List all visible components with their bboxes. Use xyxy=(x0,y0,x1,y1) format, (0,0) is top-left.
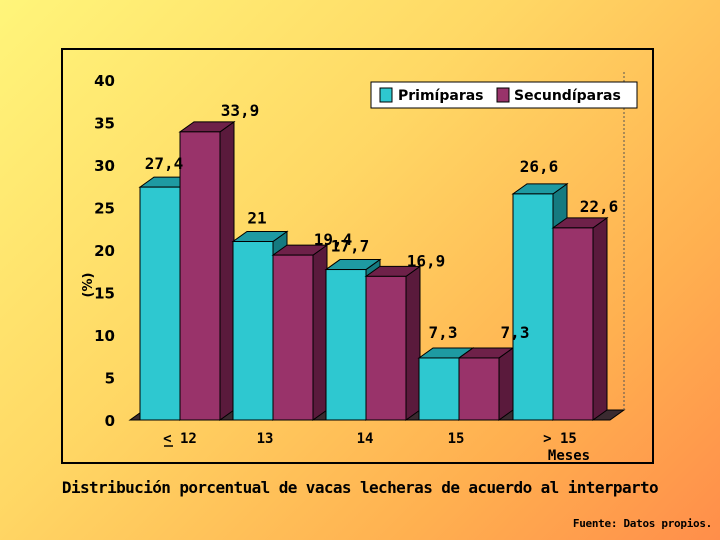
bar-secundiparas xyxy=(178,120,236,421)
y-axis-title: (%) xyxy=(81,273,96,298)
legend-swatch-secundiparas xyxy=(496,87,510,103)
x-category-label: > 15 xyxy=(543,431,577,447)
source-note: Fuente: Datos propios. xyxy=(572,517,712,530)
y-tick-label: 35 xyxy=(94,115,115,133)
bar-front-face xyxy=(272,254,314,421)
y-tick-label: 10 xyxy=(94,327,115,345)
bar-secundiparas xyxy=(457,346,515,421)
bar-front-face xyxy=(365,275,407,421)
bar-secundiparas xyxy=(551,216,609,421)
bar-front-face xyxy=(458,357,500,421)
bar-front-face xyxy=(179,131,221,421)
bar-front-face xyxy=(325,269,367,421)
legend-label-primiparas: Primíparas xyxy=(398,88,484,104)
x-category-label: 13 xyxy=(257,431,274,447)
bar-front-face xyxy=(418,357,460,421)
bar-side-face xyxy=(219,120,235,421)
x-category-annotation: Meses xyxy=(548,448,590,464)
chart-caption: Distribución porcentual de vacas lechera… xyxy=(61,478,659,497)
y-tick-label: 20 xyxy=(94,242,115,260)
data-label-secundiparas: 7,3 xyxy=(501,323,530,342)
data-label-secundiparas: 33,9 xyxy=(221,101,260,120)
data-label-primiparas: 17,7 xyxy=(331,237,370,256)
bar-front-face xyxy=(232,241,274,421)
data-label-primiparas: 7,3 xyxy=(429,323,458,342)
data-label-primiparas: 27,4 xyxy=(145,154,184,173)
y-tick-label: 5 xyxy=(105,370,115,388)
bar-side-face xyxy=(592,216,608,421)
data-label-primiparas: 21 xyxy=(247,209,266,228)
legend: Primíparas Secundíparas xyxy=(370,81,638,109)
bar-side-face xyxy=(498,346,514,421)
bar-side-face xyxy=(405,265,421,421)
x-category-label: 15 xyxy=(448,431,465,447)
data-label-secundiparas: 19,4 xyxy=(314,230,353,249)
y-tick-label: 15 xyxy=(94,285,115,303)
y-tick-label: 30 xyxy=(94,157,115,175)
chart-frame xyxy=(61,48,654,464)
y-tick-label: 40 xyxy=(94,72,115,90)
y-tick-label: 25 xyxy=(94,200,115,218)
bar-front-face xyxy=(552,227,594,421)
bar-front-face xyxy=(512,193,554,421)
bar-front-face xyxy=(139,186,181,421)
legend-swatch-primiparas xyxy=(379,87,393,103)
x-category-label: 14 xyxy=(357,431,374,447)
data-label-secundiparas: 22,6 xyxy=(580,197,619,216)
data-label-primiparas: 26,6 xyxy=(520,157,559,176)
bar-side-face xyxy=(312,244,328,421)
bar-secundiparas xyxy=(271,244,329,421)
bar-secundiparas xyxy=(364,265,422,421)
legend-label-secundiparas: Secundíparas xyxy=(514,88,621,104)
data-label-secundiparas: 16,9 xyxy=(407,251,446,270)
x-category-label: < 12 xyxy=(163,431,197,447)
y-tick-label: 0 xyxy=(105,412,115,430)
